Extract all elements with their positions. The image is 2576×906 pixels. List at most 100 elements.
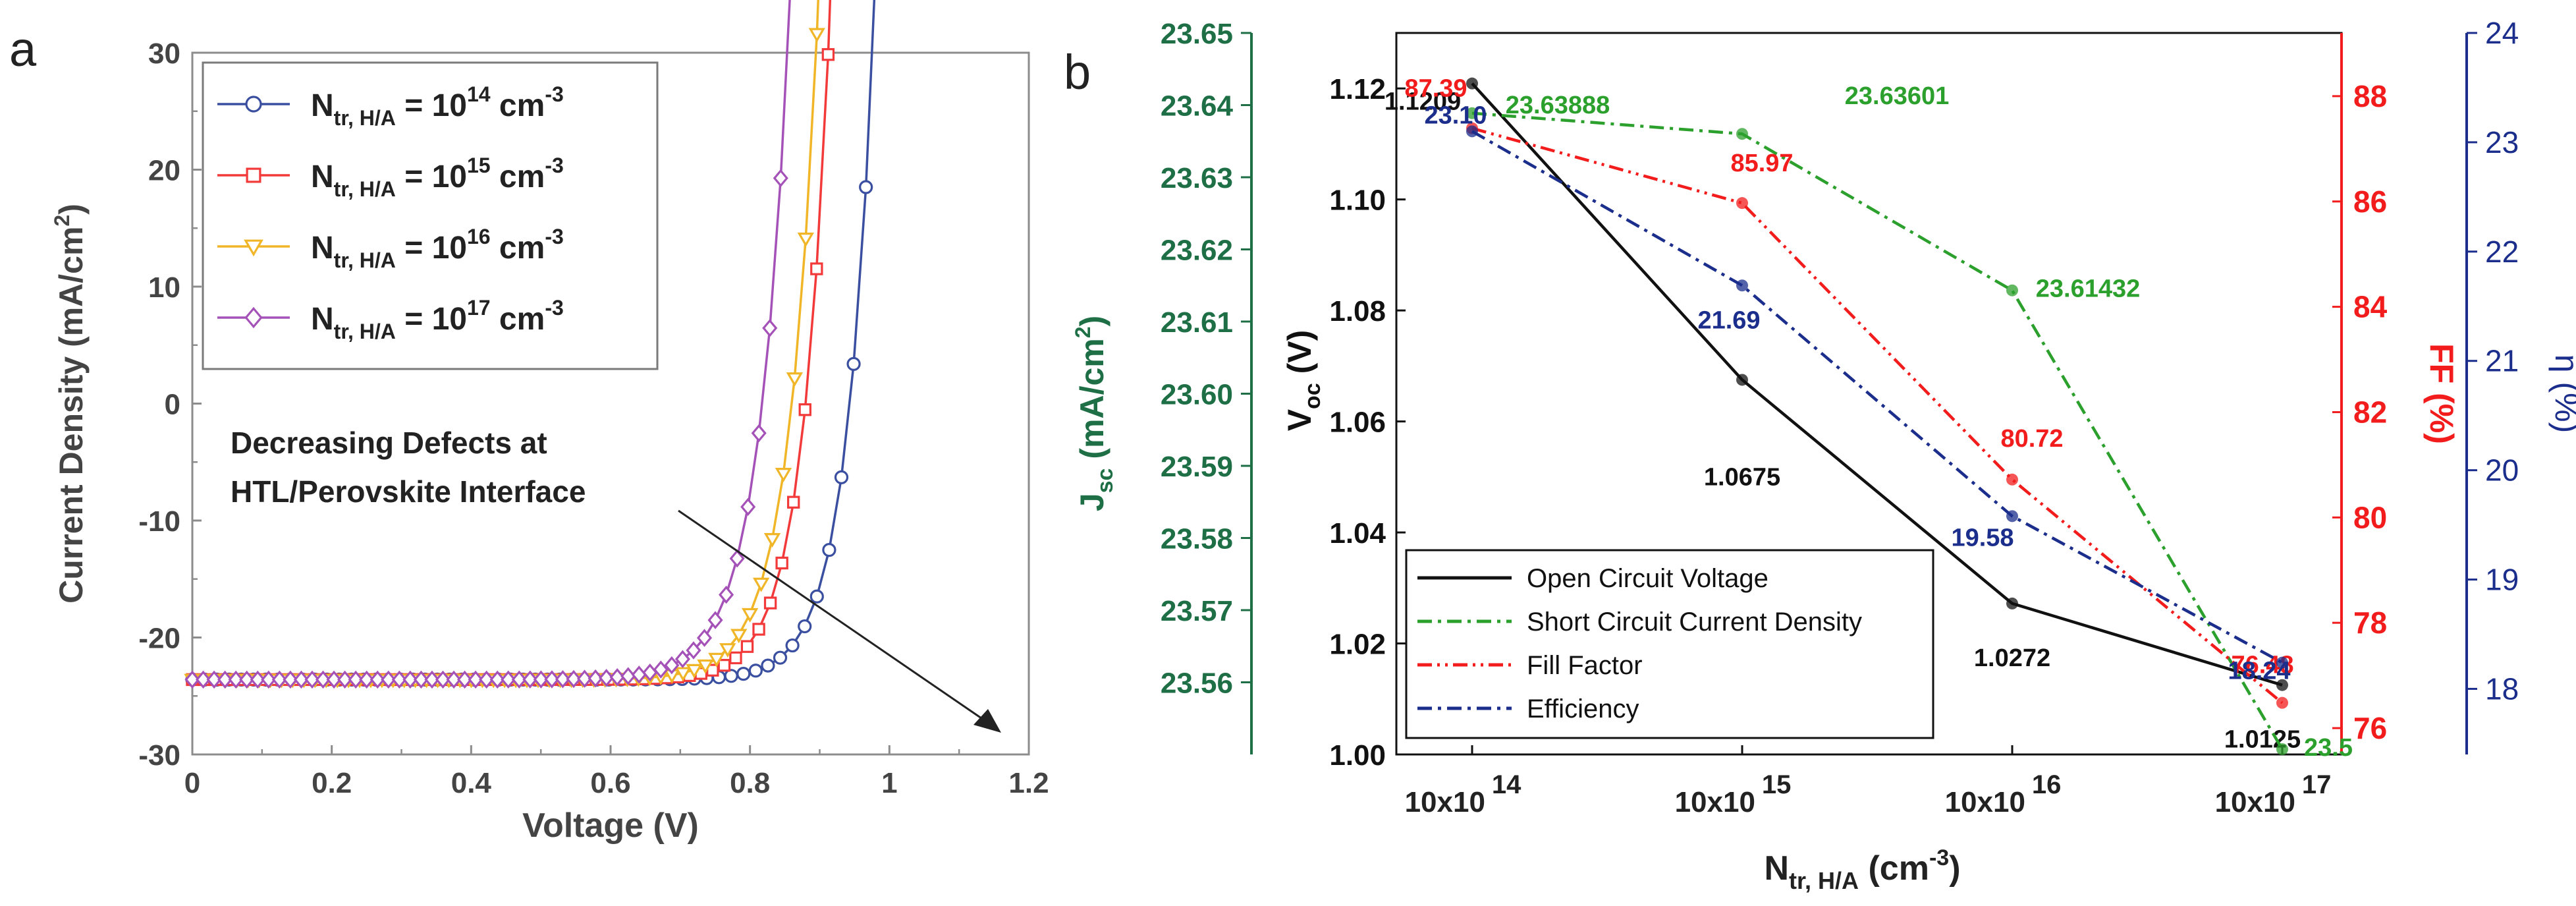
y-tick-label-voc: 1.02 <box>1329 629 1386 661</box>
data-point-a <box>773 169 788 188</box>
y-tick-label-eta: 22 <box>2485 235 2519 269</box>
voc-title-pre: V <box>1281 409 1318 431</box>
x-tick-base: 10x10 <box>2215 786 2295 818</box>
series-line-b <box>1471 111 2284 750</box>
y-tick-label-ff: 82 <box>2353 395 2387 429</box>
data-point-a <box>479 670 495 689</box>
data-point-a <box>707 611 723 629</box>
data-point-b <box>2276 679 2288 691</box>
data-point-a <box>740 640 754 653</box>
data-label-b: 1.0272 <box>1974 644 2050 672</box>
y-tick-label-ff: 80 <box>2353 500 2387 534</box>
y-axis-title-main: Current Density (mA/cm <box>53 227 90 604</box>
data-point-a <box>664 656 680 675</box>
y-tick-label-ff: 88 <box>2353 79 2387 113</box>
legend-label-unit: cm <box>491 159 545 194</box>
y-tick-label-eta: 21 <box>2485 344 2519 378</box>
data-point-a <box>239 670 255 689</box>
x-tick-exp: 14 <box>1492 770 1521 799</box>
data-point-a <box>468 670 483 689</box>
legend-label-pre: N <box>311 302 334 337</box>
y-tick-label-voc: 1.04 <box>1329 517 1386 550</box>
data-label-b: 23.63888 <box>1506 92 1610 119</box>
y-axis-title-jsc: Jsc (mA/cm2) <box>1071 316 1118 511</box>
x-tick-label-a: 0.4 <box>451 767 492 799</box>
annotation-line1: Decreasing Defects at <box>231 426 547 460</box>
data-point-a <box>763 533 781 548</box>
y-tick-label-ff: 76 <box>2353 711 2387 745</box>
legend-label-exp: 16 <box>467 225 491 248</box>
data-label-b: 85.97 <box>1730 150 1793 177</box>
data-point-a <box>555 670 570 689</box>
legend-label-sub: tr, H/A <box>334 320 396 343</box>
y-tick-label-eta: 19 <box>2485 563 2519 597</box>
data-point-b <box>1736 374 1748 386</box>
x-tick-label-b: 10x1016 <box>1945 770 2062 818</box>
legend-label-pre: N <box>311 159 334 194</box>
data-point-b <box>1466 107 1478 119</box>
data-point-a <box>719 643 736 658</box>
data-label-b: 18.24 <box>2228 658 2290 685</box>
legend-b: Open Circuit Voltage Short Circuit Curren… <box>1405 549 1934 739</box>
y-tick-label-eta: 23 <box>2485 125 2519 159</box>
legend-box-a <box>202 61 659 370</box>
x-tick-base: 10x10 <box>1405 786 1485 818</box>
y-axis-title-end: ) <box>53 204 90 215</box>
data-point-a <box>653 660 669 679</box>
x-title-unit: (cm <box>1859 849 1929 888</box>
voc-title-sub: oc <box>1300 383 1325 409</box>
x-tick-base: 10x10 <box>1675 786 1755 818</box>
legend-marker-a <box>244 239 263 257</box>
legend-label-a: Ntr, H/A = 1014 cm-3 <box>311 82 564 130</box>
data-point-a <box>808 28 825 43</box>
y-axis-title-a: Current Density (mA/cm2) <box>50 204 90 604</box>
series-b-voc: 1.1209 1.0675 1.0272 1.0125 <box>1384 77 2301 754</box>
data-point-a <box>736 667 751 681</box>
data-point-a <box>798 619 812 634</box>
legend-label-mid: = 10 <box>396 88 467 123</box>
legend-label-unit: cm <box>491 88 545 123</box>
data-point-b <box>1736 128 1748 140</box>
data-point-a <box>797 232 815 247</box>
y-tick-label-ff: 78 <box>2353 606 2387 640</box>
data-point-a <box>566 669 582 689</box>
x-tick-exp: 17 <box>2302 770 2332 799</box>
legend-marker-a <box>245 96 262 113</box>
data-label-b: 23.5 <box>2304 734 2353 762</box>
y-tick-label-voc: 1.00 <box>1329 739 1386 772</box>
data-point-b <box>1466 77 1478 90</box>
y-tick-label-a: 30 <box>148 38 180 70</box>
data-point-a <box>686 664 703 679</box>
data-point-a <box>511 670 527 689</box>
data-point-a <box>446 670 462 689</box>
x-tick-label-a: 0.8 <box>730 767 770 799</box>
data-point-b <box>2276 743 2288 755</box>
x-tick-label-a: 1.2 <box>1008 767 1049 799</box>
legend-label-pre: N <box>311 231 334 266</box>
data-point-b <box>2276 696 2288 709</box>
data-point-a <box>501 670 516 689</box>
jsc-title-sub: sc <box>1093 468 1118 494</box>
data-point-a <box>435 670 451 689</box>
data-point-a <box>686 641 701 660</box>
x-tick-label-a: 0.2 <box>312 767 352 799</box>
y-axis-title-voc: Voc (V) <box>1281 330 1325 432</box>
legend-label-unit: cm <box>491 231 545 266</box>
data-point-a <box>271 670 287 689</box>
data-point-a <box>522 670 538 689</box>
data-point-a <box>588 669 603 688</box>
y-tick-label-jsc: 23.62 <box>1161 235 1233 267</box>
data-point-b <box>1466 125 1478 138</box>
data-point-a <box>834 470 849 484</box>
y-tick-label-jsc: 23.65 <box>1161 18 1233 50</box>
data-label-b: 21.69 <box>1697 306 1760 334</box>
legend-label-mid: = 10 <box>396 231 467 266</box>
data-label-b: 1.0675 <box>1704 463 1780 491</box>
data-point-a <box>696 629 713 647</box>
legend-label-a: Ntr, H/A = 1015 cm-3 <box>311 154 564 201</box>
jsc-title-pre: J <box>1074 493 1110 511</box>
data-point-a <box>846 356 861 371</box>
data-point-a <box>370 670 385 689</box>
